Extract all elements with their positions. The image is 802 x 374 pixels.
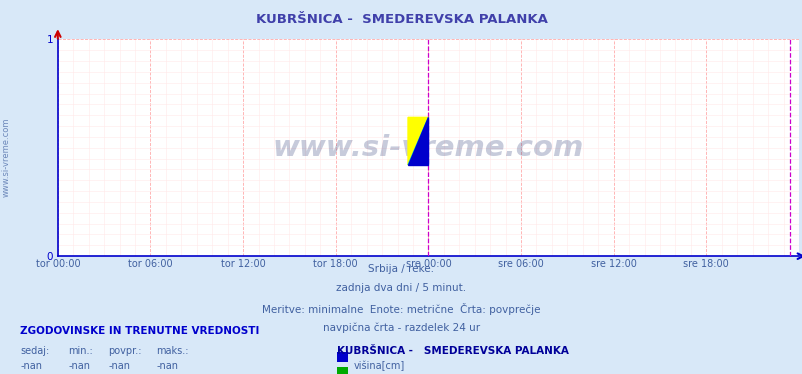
Text: navpična črta - razdelek 24 ur: navpična črta - razdelek 24 ur [322,322,480,332]
Text: zadnja dva dni / 5 minut.: zadnja dva dni / 5 minut. [336,283,466,293]
Text: -nan: -nan [68,361,90,371]
Text: Srbija / reke.: Srbija / reke. [368,264,434,274]
Polygon shape [407,117,428,165]
Text: -nan: -nan [108,361,130,371]
Text: KUBRŠNICA -  SMEDEREVSKA PALANKA: KUBRŠNICA - SMEDEREVSKA PALANKA [255,13,547,26]
Text: Meritve: minimalne  Enote: metrične  Črta: povprečje: Meritve: minimalne Enote: metrične Črta:… [262,303,540,315]
Polygon shape [407,117,428,165]
Text: povpr.:: povpr.: [108,346,142,356]
Text: www.si-vreme.com: www.si-vreme.com [273,134,583,162]
Text: min.:: min.: [68,346,93,356]
Text: www.si-vreme.com: www.si-vreme.com [2,117,11,197]
Text: -nan: -nan [156,361,178,371]
Text: sedaj:: sedaj: [20,346,49,356]
Text: KUBRŠNICA -   SMEDEREVSKA PALANKA: KUBRŠNICA - SMEDEREVSKA PALANKA [337,346,569,356]
Polygon shape [407,117,428,165]
Text: -nan: -nan [20,361,42,371]
Text: ZGODOVINSKE IN TRENUTNE VREDNOSTI: ZGODOVINSKE IN TRENUTNE VREDNOSTI [20,326,259,336]
Text: maks.:: maks.: [156,346,188,356]
Text: višina[cm]: višina[cm] [354,361,405,371]
